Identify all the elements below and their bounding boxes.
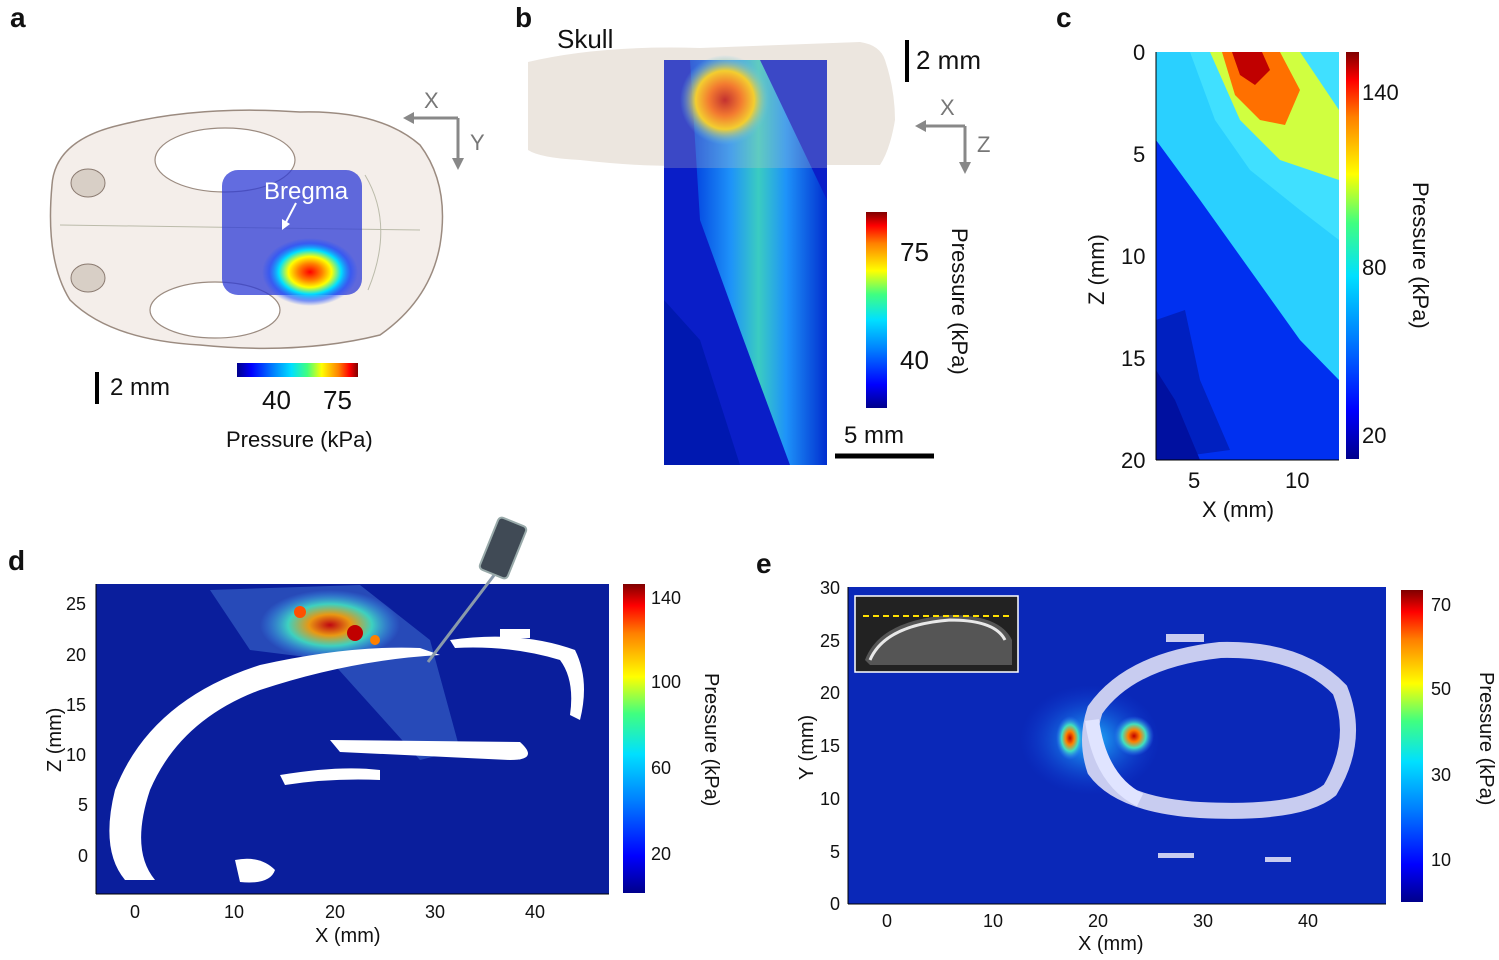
panel-d-xtick-30: 30	[425, 902, 446, 922]
panel-e-letter: e	[756, 548, 772, 579]
panel-d-xtick-10: 10	[224, 902, 245, 922]
panel-d-ytick-5: 5	[78, 795, 89, 815]
panel-c-colorbar-tick-20: 20	[1362, 423, 1387, 448]
panel-c-ytick-20: 20	[1121, 448, 1146, 473]
bregma-label: Bregma	[264, 178, 349, 205]
panel-d-ytick-20: 20	[66, 645, 87, 665]
panel-c-colorbar-tick-80: 80	[1362, 255, 1387, 280]
panel-a-letter: a	[10, 2, 26, 33]
panel-b-scale-bar-top-label: 2 mm	[916, 45, 981, 75]
panel-e-ylabel: Y (mm)	[796, 714, 818, 780]
panel-a-colorbar-label: Pressure (kPa)	[226, 427, 373, 452]
panel-c-ylabel: Z (mm)	[1084, 234, 1109, 305]
panel-b-axis-x-label: X	[940, 95, 955, 120]
panel-a-colorbar	[237, 363, 358, 377]
panel-e-colorbar-tick-30: 30	[1431, 765, 1452, 785]
panel-e-ytick-30: 30	[820, 578, 841, 598]
panel-e-ytick-20: 20	[820, 683, 841, 703]
panel-d-ylabel: Z (mm)	[44, 707, 66, 772]
panel-d-ytick-15: 15	[66, 695, 87, 715]
panel-e-colorbar-tick-10: 10	[1431, 850, 1452, 870]
panel-b-colorbar-tick-75: 75	[900, 237, 929, 267]
panel-c-xlabel: X (mm)	[1202, 497, 1275, 522]
panel-e-xtick-40: 40	[1298, 911, 1319, 931]
panel-d-ytick-0: 0	[78, 846, 89, 866]
panel-d-letter: d	[8, 545, 26, 576]
panel-e-xtick-0: 0	[882, 911, 893, 931]
skull-label: Skull	[557, 24, 614, 54]
panel-e-colorbar-tick-70: 70	[1431, 595, 1452, 615]
panel-a-colorbar-tick-40: 40	[262, 385, 291, 415]
panel-c-letter: c	[1056, 2, 1072, 33]
panel-d-ytick-25: 25	[66, 594, 87, 614]
panel-b-colorbar-label: Pressure (kPa)	[947, 228, 972, 375]
panel-e-colorbar-tick-50: 50	[1431, 679, 1452, 699]
panel-e-xtick-20: 20	[1088, 911, 1109, 931]
panel-e-ytick-25: 25	[820, 631, 841, 651]
panel-d-colorbar-tick-140: 140	[651, 588, 682, 608]
panel-b-colorbar	[866, 212, 887, 408]
panel-c-xtick-10: 10	[1285, 468, 1310, 493]
panel-e-ytick-15: 15	[820, 736, 841, 756]
panel-a-axis-x-label: X	[424, 88, 439, 113]
panel-c-xtick-5: 5	[1188, 468, 1201, 493]
panel-d-colorbar-label: Pressure (kPa)	[700, 673, 722, 807]
panel-a-axis-y-label: Y	[470, 130, 485, 155]
panel-d-xtick-20: 20	[325, 902, 346, 922]
panel-e-xlabel: X (mm)	[1078, 933, 1144, 955]
panel-b-scale-bar-bottom-label: 5 mm	[844, 422, 904, 449]
panel-d-colorbar-tick-20: 20	[651, 844, 672, 864]
panel-c-colorbar-label: Pressure (kPa)	[1408, 182, 1433, 329]
panel-c-ytick-10: 10	[1121, 244, 1146, 269]
panel-e-xtick-30: 30	[1193, 911, 1214, 931]
panel-c-colorbar-tick-140: 140	[1362, 80, 1399, 105]
panel-c-ytick-5: 5	[1133, 142, 1146, 167]
panel-c-colorbar	[1346, 52, 1359, 459]
panel-e-ytick-0: 0	[830, 894, 841, 914]
panel-d-colorbar-tick-60: 60	[651, 758, 672, 778]
panel-e-xtick-10: 10	[983, 911, 1004, 931]
panel-d-xtick-0: 0	[130, 902, 141, 922]
panel-e-ytick-10: 10	[820, 789, 841, 809]
panel-e-ytick-5: 5	[830, 842, 841, 862]
panel-d-ytick-10: 10	[66, 745, 87, 765]
panel-d-xtick-40: 40	[525, 902, 546, 922]
panel-d-xlabel: X (mm)	[315, 925, 381, 947]
panel-b-axis-z-label: Z	[977, 132, 991, 157]
panel-b-letter: b	[515, 2, 533, 33]
panel-c-ytick-0: 0	[1133, 40, 1146, 65]
panel-a-scale-bar-label: 2 mm	[110, 374, 170, 401]
panel-b-colorbar-tick-40: 40	[900, 345, 929, 375]
panel-e-colorbar	[1401, 590, 1423, 902]
panel-d-colorbar	[623, 584, 645, 893]
panel-e-colorbar-label: Pressure (kPa)	[1475, 672, 1497, 806]
panel-d-colorbar-tick-100: 100	[651, 672, 682, 692]
panel-a-colorbar-tick-75: 75	[323, 385, 352, 415]
panel-c-ytick-15: 15	[1121, 346, 1146, 371]
